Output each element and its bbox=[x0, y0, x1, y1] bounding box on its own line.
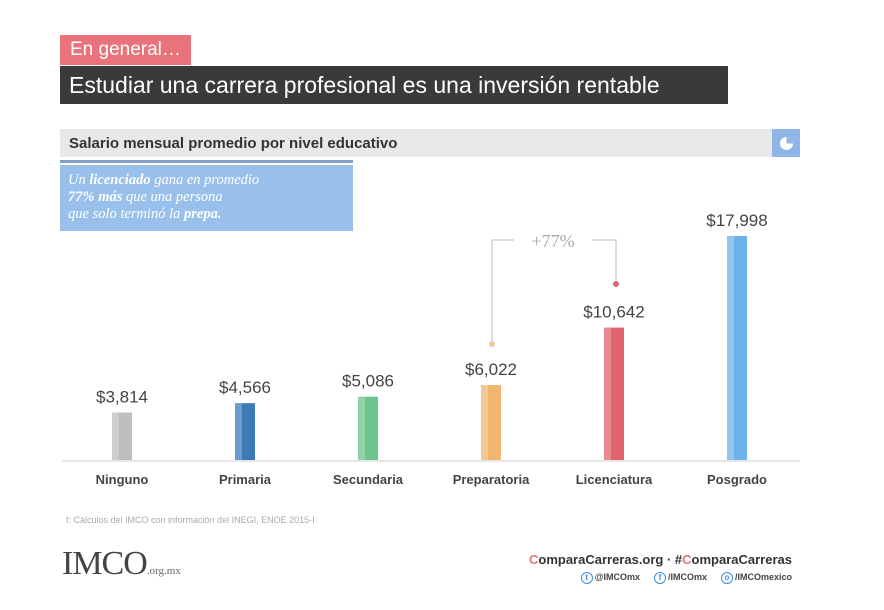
category-label: Primaria bbox=[219, 472, 272, 487]
bar-secundaria bbox=[358, 396, 378, 460]
annotation-label: +77% bbox=[531, 231, 574, 251]
bar-highlight bbox=[481, 385, 488, 460]
data-label: $3,814 bbox=[96, 388, 148, 407]
instagram-icon: o bbox=[720, 572, 733, 584]
bar-highlight bbox=[727, 236, 734, 460]
imco-logo: IMCO.org.mx bbox=[62, 545, 181, 582]
data-label: $17,998 bbox=[706, 211, 767, 230]
category-label: Posgrado bbox=[707, 472, 767, 487]
pie-chart-icon bbox=[772, 129, 800, 157]
bar-highlight bbox=[112, 412, 119, 460]
bar-highlight bbox=[604, 327, 611, 460]
bar-ninguno bbox=[112, 412, 132, 460]
bar-highlight bbox=[358, 396, 365, 460]
bar-primaria bbox=[235, 403, 255, 460]
bar-posgrado bbox=[727, 236, 747, 460]
annotation-dot bbox=[613, 281, 619, 287]
category-label: Licenciatura bbox=[576, 472, 653, 487]
data-label: $5,086 bbox=[342, 372, 394, 391]
twitter-icon: t bbox=[580, 572, 593, 584]
annotation-dot bbox=[489, 341, 495, 347]
data-label: $6,022 bbox=[465, 360, 517, 379]
category-label: Ninguno bbox=[96, 472, 149, 487]
source-note: f: Cálculos del IMCO con información del… bbox=[66, 515, 315, 525]
twitter-link[interactable]: t @IMCOmx bbox=[580, 572, 640, 584]
data-label: $10,642 bbox=[583, 303, 644, 322]
facebook-icon: f bbox=[653, 572, 666, 584]
instagram-link[interactable]: o/IMCOmexico bbox=[720, 572, 792, 584]
bar-licenciatura bbox=[604, 327, 624, 460]
annotation-bracket bbox=[491, 239, 617, 342]
callout-box: Un licenciado gana en promedio 77% más q… bbox=[60, 165, 353, 231]
brand-text: ComparaCarreras.org · #ComparaCarreras bbox=[528, 552, 792, 567]
data-label: $4,566 bbox=[219, 378, 271, 397]
category-label: Secundaria bbox=[333, 472, 404, 487]
divider bbox=[60, 160, 353, 163]
social-links: t @IMCOmx f/IMCOmx o/IMCOmexico bbox=[580, 572, 792, 584]
category-label: Preparatoria bbox=[453, 472, 530, 487]
facebook-link[interactable]: f/IMCOmx bbox=[653, 572, 707, 584]
bar-preparatoria bbox=[481, 385, 501, 460]
headline: Estudiar una carrera profesional es una … bbox=[60, 66, 728, 104]
kicker-label: En general… bbox=[60, 35, 191, 65]
bar-highlight bbox=[235, 403, 242, 460]
chart-title: Salario mensual promedio por nivel educa… bbox=[60, 129, 800, 157]
